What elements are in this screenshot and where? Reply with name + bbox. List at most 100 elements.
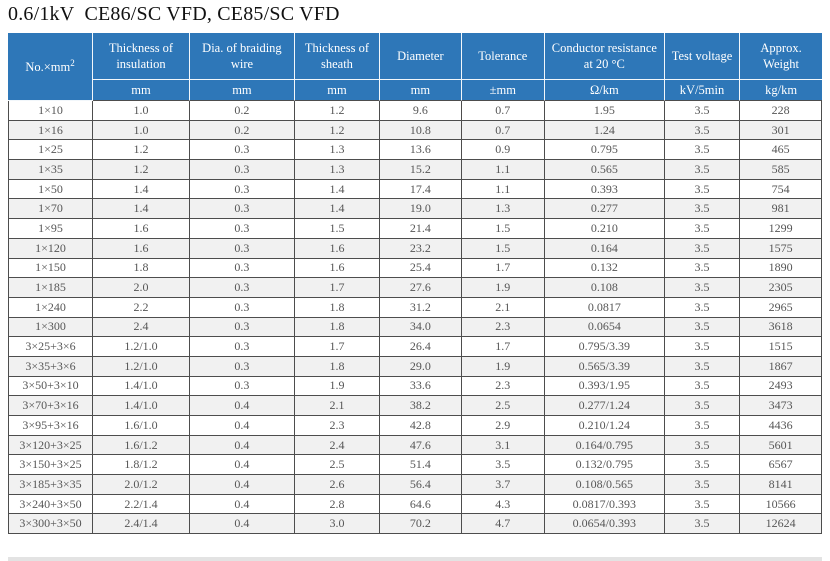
table-row: 1×10 1.0 0.2 1.2 9.6 0.7 1.95 3.5 228 [8, 101, 822, 121]
table-cell: 0.393 [544, 179, 665, 200]
table-cell: 0.795/3.39 [544, 337, 665, 357]
table-cell: 13.6 [379, 140, 462, 161]
table-cell: 0.164/0.795 [544, 435, 665, 456]
table-cell: 0.393/1.95 [544, 376, 665, 397]
table-cell: 301 [740, 120, 822, 141]
table-cell: 3.0 [294, 514, 380, 535]
table-cell: 3.5 [664, 278, 741, 298]
table-cell: 2493 [740, 376, 822, 397]
table-cell: 9.6 [379, 101, 462, 121]
table-cell: 1.5 [461, 238, 545, 259]
table-cell: 1.7 [461, 258, 545, 279]
table-cell: 3.5 [664, 337, 741, 357]
header-cell-diameter: Diameter [379, 33, 462, 80]
table-cell: 0.4 [189, 514, 295, 535]
table-cell: 3.5 [664, 494, 741, 515]
spec-table-body: 1×10 1.0 0.2 1.2 9.6 0.7 1.95 3.5 228 1×16 1.0 0.2 1… [8, 101, 822, 535]
table-cell: 3.5 [664, 219, 741, 239]
table-cell: 4.7 [461, 514, 545, 535]
table-cell: 0.4 [189, 475, 295, 495]
table-cell: 0.2 [189, 101, 295, 121]
table-cell: 1×16 [8, 120, 94, 141]
table-cell: 1×35 [8, 160, 94, 180]
table-cell: 3618 [740, 317, 822, 338]
table-row: 3×300+3×50 2.4/1.4 0.4 3.0 70.2 4.7 0.0654/0.3… [8, 514, 822, 535]
table-cell: 1.4 [294, 179, 380, 200]
table-cell: 5601 [740, 435, 822, 456]
table-cell: 3.5 [664, 396, 741, 416]
table-cell: 1.3 [294, 140, 380, 161]
table-cell: 1299 [740, 219, 822, 239]
table-cell: 0.3 [189, 297, 295, 318]
table-cell: 0.164 [544, 238, 665, 259]
table-cell: 1.9 [294, 376, 380, 397]
table-cell: 1.2/1.0 [93, 337, 190, 357]
table-cell: 6567 [740, 455, 822, 476]
table-cell: 3.5 [664, 238, 741, 259]
table-cell: 23.2 [379, 238, 462, 259]
table-cell: 3.5 [461, 455, 545, 476]
page-title: 0.6/1kV CE86/SC VFD, CE85/SC VFD [8, 3, 340, 25]
table-cell: 0.3 [189, 238, 295, 259]
table-cell: 0.132/0.795 [544, 455, 665, 476]
table-cell: 1867 [740, 356, 822, 377]
table-cell: 0.3 [189, 337, 295, 357]
table-cell: 3.1 [461, 435, 545, 456]
table-cell: 1575 [740, 238, 822, 259]
header-cell-tolerance: Tolerance [461, 33, 545, 80]
table-cell: 3×150+3×25 [8, 455, 94, 476]
table-cell: 1.2 [294, 101, 380, 121]
table-cell: 1.1 [461, 179, 545, 200]
table-cell: 2.1 [294, 396, 380, 416]
table-cell: 0.3 [189, 376, 295, 397]
table-cell: 3.5 [664, 514, 741, 535]
table-cell: 3.5 [664, 179, 741, 200]
table-cell: 1×10 [8, 101, 94, 121]
table-cell: 25.4 [379, 258, 462, 279]
table-row: 3×25+3×6 1.2/1.0 0.3 1.7 26.4 1.7 0.795/3.39 3.… [8, 337, 822, 357]
table-cell: 29.0 [379, 356, 462, 377]
table-cell: 0.277/1.24 [544, 396, 665, 416]
table-cell: 0.3 [189, 258, 295, 279]
table-cell: 2.2 [93, 297, 190, 318]
table-cell: 3.5 [664, 475, 741, 495]
spec-table-header: No.×mm2 Thickness of insulation Dia. of … [8, 33, 822, 101]
unit-cell-braiding: mm [189, 80, 295, 101]
table-cell: 38.2 [379, 396, 462, 416]
table-cell: 3.5 [664, 435, 741, 456]
table-cell: 0.7 [461, 101, 545, 121]
header-size-label: No.×mm [25, 59, 71, 74]
table-row: 1×240 2.2 0.3 1.8 31.2 2.1 0.0817 3.5 2965 [8, 297, 822, 318]
table-cell: 2305 [740, 278, 822, 298]
table-cell: 0.210/1.24 [544, 416, 665, 436]
table-cell: 1.4 [93, 199, 190, 220]
table-cell: 19.0 [379, 199, 462, 220]
table-cell: 0.3 [189, 278, 295, 298]
table-cell: 8141 [740, 475, 822, 495]
table-cell: 1.24 [544, 120, 665, 141]
table-cell: 1.9 [461, 356, 545, 377]
table-cell: 1.6 [93, 238, 190, 259]
table-row: 3×70+3×16 1.4/1.0 0.4 2.1 38.2 2.5 0.277/1.24 3… [8, 396, 822, 416]
table-row: 1×95 1.6 0.3 1.5 21.4 1.5 0.210 3.5 1299 [8, 219, 822, 239]
header-cell-test-voltage: Test voltage [664, 33, 741, 80]
table-cell: 0.565 [544, 160, 665, 180]
table-cell: 1.8/1.2 [93, 455, 190, 476]
table-cell: 2.0/1.2 [93, 475, 190, 495]
table-cell: 3.5 [664, 101, 741, 121]
table-cell: 2.0 [93, 278, 190, 298]
table-row: 1×70 1.4 0.3 1.4 19.0 1.3 0.277 3.5 981 [8, 199, 822, 220]
table-cell: 2.5 [461, 396, 545, 416]
table-cell: 0.108 [544, 278, 665, 298]
table-cell: 1×95 [8, 219, 94, 239]
table-cell: 2.4/1.4 [93, 514, 190, 535]
table-cell: 1.95 [544, 101, 665, 121]
table-cell: 15.2 [379, 160, 462, 180]
table-cell: 3.7 [461, 475, 545, 495]
unit-cell-tolerance: ±mm [461, 80, 545, 101]
table-row: 3×35+3×6 1.2/1.0 0.3 1.8 29.0 1.9 0.565/3.39 3.… [8, 356, 822, 377]
header-cell-weight: Approx. Weight [740, 33, 822, 80]
table-cell: 3×25+3×6 [8, 337, 94, 357]
table-row: 3×120+3×25 1.6/1.2 0.4 2.4 47.6 3.1 0.164/0.79… [8, 435, 822, 456]
table-cell: 2.3 [294, 416, 380, 436]
